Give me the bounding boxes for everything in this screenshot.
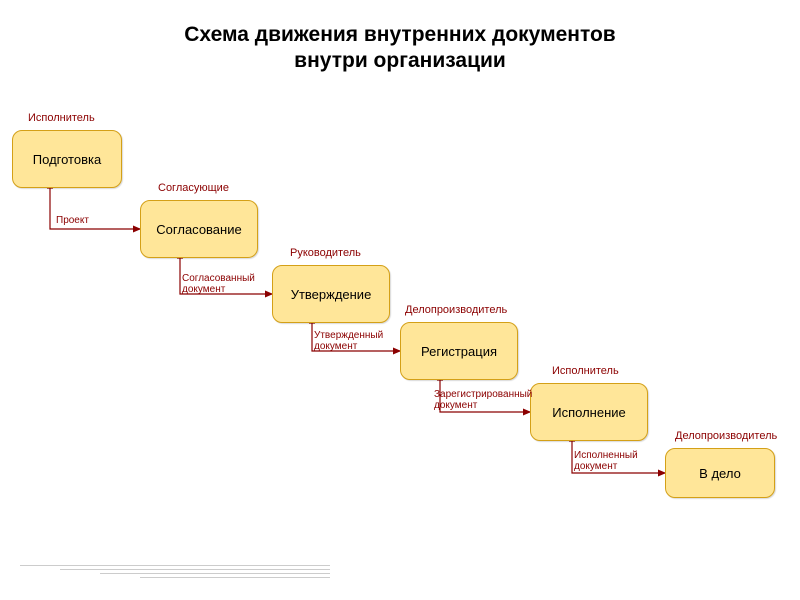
node-n2: Согласование <box>140 200 258 258</box>
page-title: Схема движения внутренних документов вну… <box>0 22 800 75</box>
footer-line-0 <box>20 565 330 566</box>
edge-label-n4-n5: Зарегистрированныйдокумент <box>434 390 532 411</box>
node-n4: Регистрация <box>400 322 518 380</box>
node-label-n3: Утверждение <box>287 287 376 302</box>
title-line-1: Схема движения внутренних документов <box>184 23 615 46</box>
role-label-n1: Исполнитель <box>28 112 95 124</box>
role-label-n5: Исполнитель <box>552 365 619 377</box>
footer-line-2 <box>100 573 330 574</box>
footer-line-1 <box>60 569 330 570</box>
role-label-n3: Руководитель <box>290 247 361 259</box>
edge-label-n5-n6: Исполненныйдокумент <box>574 451 638 472</box>
role-label-n4: Делопроизводитель <box>405 304 507 316</box>
node-label-n5: Исполнение <box>548 405 630 420</box>
title-line-2: внутри организации <box>294 49 506 72</box>
role-label-n6: Делопроизводитель <box>675 430 777 442</box>
edge-label-n2-n3: Согласованныйдокумент <box>182 274 255 295</box>
edge-label-n1-n2: Проект <box>56 216 89 227</box>
node-n6: В дело <box>665 448 775 498</box>
node-n3: Утверждение <box>272 265 390 323</box>
node-label-n4: Регистрация <box>417 344 501 359</box>
node-label-n6: В дело <box>695 466 745 481</box>
edge-label-n3-n4: Утвержденныйдокумент <box>314 331 383 352</box>
node-n1: Подготовка <box>12 130 122 188</box>
role-label-n2: Согласующие <box>158 182 229 194</box>
node-label-n2: Согласование <box>152 222 245 237</box>
connector-layer <box>0 0 800 600</box>
node-n5: Исполнение <box>530 383 648 441</box>
node-label-n1: Подготовка <box>29 152 105 167</box>
footer-line-3 <box>140 577 330 578</box>
